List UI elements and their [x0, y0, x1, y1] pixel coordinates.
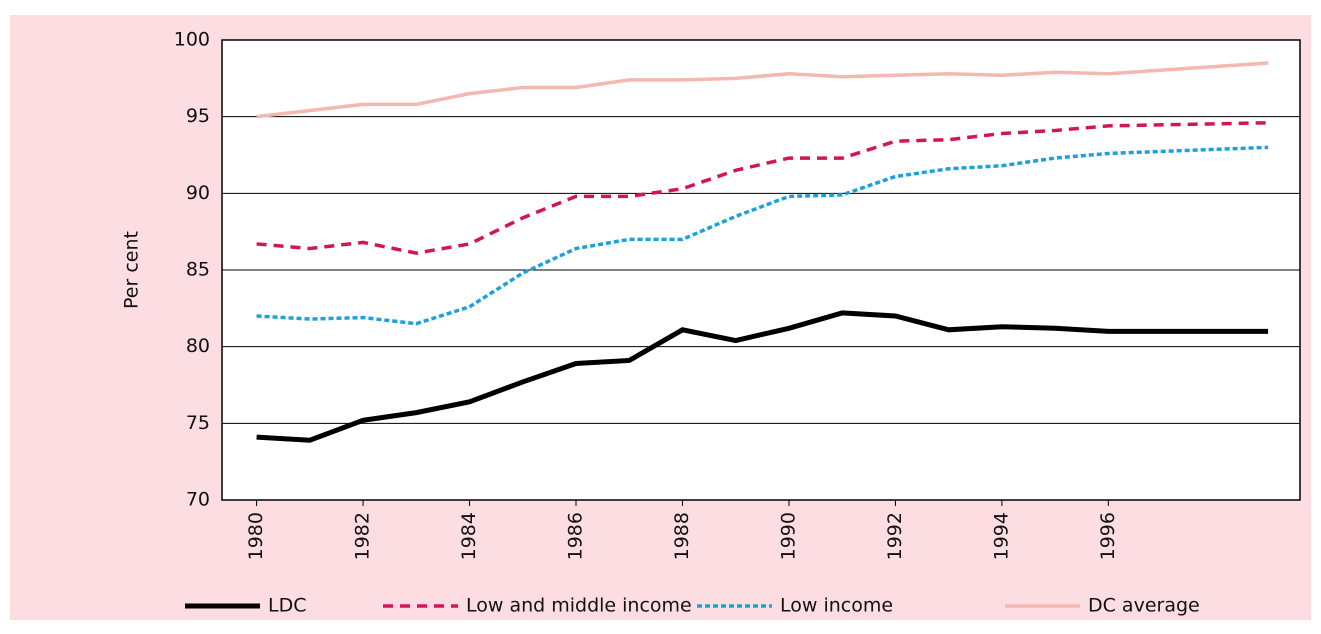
series-line	[256, 121, 1269, 255]
y-tick-label: 70	[186, 489, 210, 511]
legend-label: DC average	[1088, 595, 1200, 617]
x-tick-label: 1984	[458, 512, 480, 560]
legend-label: Low income	[780, 595, 893, 617]
y-tick-label: 90	[186, 182, 210, 204]
y-tick-label: 95	[186, 105, 210, 127]
x-tick-label: 1990	[777, 512, 799, 560]
x-tick-label: 1996	[1097, 512, 1119, 560]
y-tick-label: 85	[186, 259, 210, 281]
x-tick-label: 1982	[352, 512, 374, 560]
legend-label: Low and middle income	[466, 595, 692, 617]
series-line	[256, 145, 1269, 326]
y-tick-label: 80	[186, 335, 210, 357]
x-tick-label: 1992	[884, 512, 906, 560]
series-line	[256, 310, 1269, 443]
y-tick-label: 75	[186, 412, 210, 434]
x-tick-label: 1986	[565, 512, 587, 560]
legend-label: LDC	[268, 595, 306, 617]
x-tick-label: 1980	[245, 512, 267, 560]
y-tick-label: 100	[174, 29, 210, 51]
y-axis-label: Per cent	[121, 231, 143, 309]
x-tick-label: 1988	[671, 512, 693, 560]
series-line	[256, 61, 1269, 119]
x-tick-label: 1994	[990, 512, 1012, 560]
